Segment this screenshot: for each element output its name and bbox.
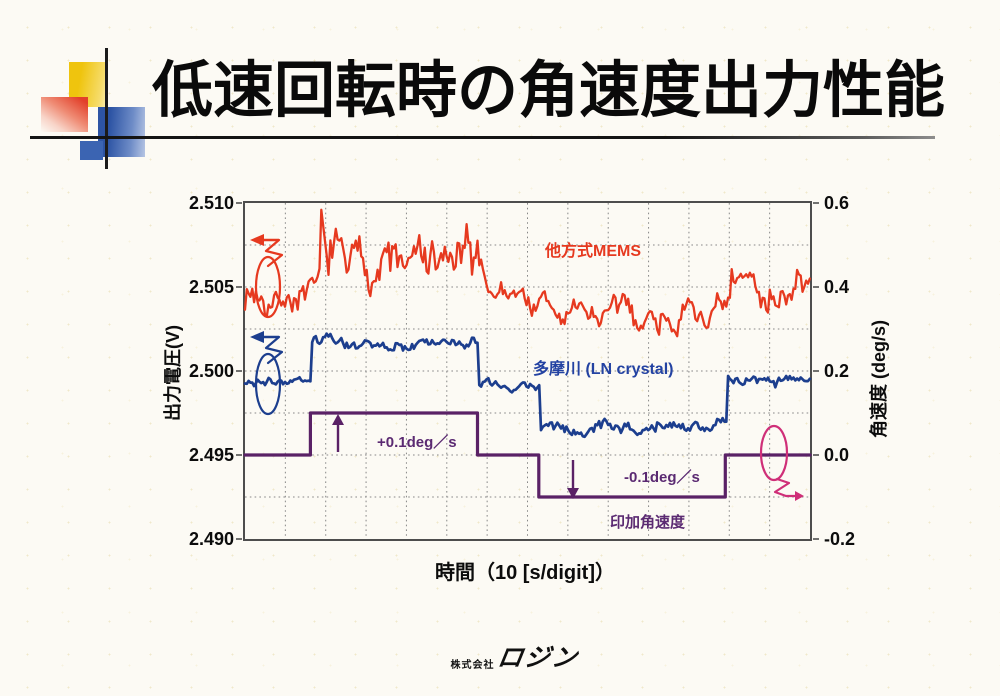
legend-tamagawa-label: 多摩川 (LN crystal)	[533, 361, 674, 378]
y-right-tick-3: 0.0	[824, 445, 850, 465]
annotation-minus-step: -0.1deg／s	[624, 469, 700, 486]
footer: 株式会社ロジン	[400, 638, 630, 674]
legend-mems-label: 他方式MEMS	[545, 243, 642, 260]
y-right-tick-4: -0.2	[824, 529, 856, 549]
y-left-tick-2: 2.500	[188, 361, 234, 381]
page-title: 低速回転時の角速度出力性能	[152, 56, 946, 124]
x-axis-title: 時間（10 [s/digit]）	[434, 562, 615, 584]
annotation-plus-step: +0.1deg／s	[377, 434, 457, 451]
y-left-axis-title: 出力電圧(V)	[163, 325, 183, 421]
chart-canvas	[236, 202, 819, 540]
y-right-axis-title: 角速度 (deg/s)	[869, 320, 889, 439]
deco-square-blue-small	[80, 141, 103, 160]
y-left-tick-3: 2.495	[188, 445, 234, 465]
footer-company-logo: ロジン	[495, 644, 582, 672]
y-left-tick-4: 2.490	[188, 529, 234, 549]
deco-vertical-line	[105, 48, 108, 169]
y-right-tick-1: 0.4	[824, 277, 850, 297]
y-left-tick-1: 2.505	[188, 277, 234, 297]
y-right-tick-0: 0.6	[824, 193, 850, 213]
title-underline	[30, 136, 935, 139]
plot-area	[236, 201, 819, 541]
deco-square-red	[41, 97, 88, 132]
y-left-tick-0: 2.510	[188, 193, 234, 213]
annotation-applied-rate: 印加角速度	[610, 514, 686, 531]
y-right-tick-2: 0.2	[824, 361, 850, 381]
footer-company-prefix: 株式会社	[450, 660, 495, 671]
